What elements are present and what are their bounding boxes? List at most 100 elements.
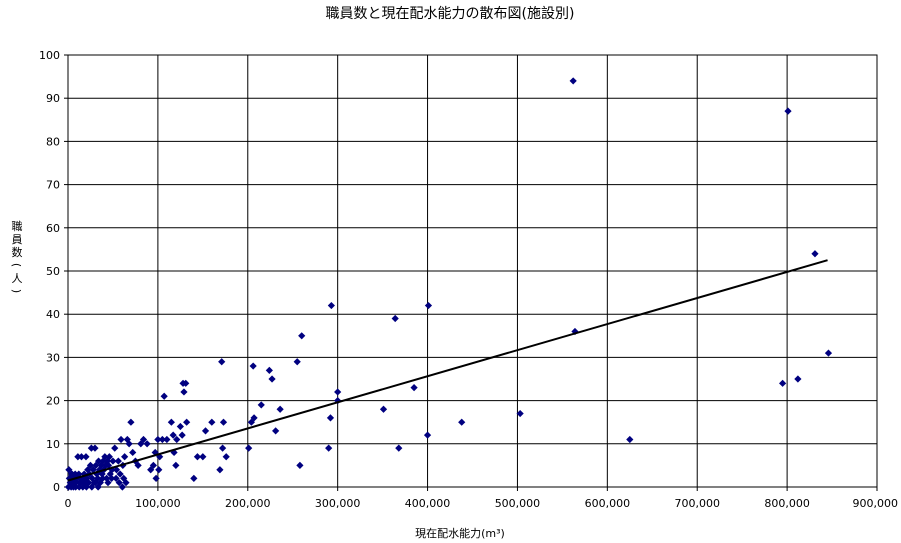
data-point	[94, 483, 102, 491]
data-point	[424, 301, 433, 310]
y-tick-label: 30	[46, 351, 60, 364]
data-point	[178, 431, 186, 439]
data-point	[516, 409, 524, 418]
data-point	[395, 444, 403, 452]
data-point	[121, 453, 129, 461]
x-tick-label: 600,000	[585, 497, 631, 510]
x-tick-label: 500,000	[495, 497, 541, 510]
data-point	[112, 474, 120, 482]
data-point	[95, 466, 104, 474]
data-point	[115, 479, 123, 487]
x-tick-label: 800,000	[764, 497, 810, 510]
data-point	[423, 431, 432, 439]
data-point	[169, 431, 177, 439]
x-tick-label: 400,000	[405, 497, 451, 510]
data-point	[219, 444, 227, 452]
data-point	[784, 107, 792, 115]
data-point	[86, 461, 95, 469]
data-point	[391, 314, 399, 323]
y-tick-label: 10	[46, 438, 60, 451]
y-tick-label: 0	[53, 481, 60, 494]
y-tick-label: 40	[46, 308, 60, 321]
data-point	[626, 435, 634, 444]
data-point	[137, 440, 145, 448]
data-point	[326, 414, 335, 422]
data-point	[111, 444, 119, 452]
data-point	[118, 483, 126, 491]
data-point	[334, 397, 342, 405]
data-point	[143, 440, 151, 448]
y-axis-title-char: 人	[12, 272, 23, 285]
data-point	[218, 358, 226, 366]
data-point	[779, 379, 787, 387]
y-tick-label: 50	[46, 265, 60, 278]
data-point	[107, 474, 116, 482]
y-axis-title-char: (	[10, 263, 23, 267]
data-point	[102, 461, 110, 469]
data-point	[173, 435, 181, 444]
data-point	[67, 483, 75, 491]
data-point	[458, 418, 466, 426]
data-point	[127, 418, 135, 426]
data-point	[87, 444, 95, 452]
trendline	[67, 259, 828, 482]
data-point	[160, 392, 168, 400]
data-point	[272, 427, 280, 435]
data-point	[179, 379, 187, 387]
data-point	[183, 418, 191, 426]
data-point	[65, 466, 73, 474]
x-tick-label: 700,000	[674, 497, 720, 510]
x-tick-label: 300,000	[315, 497, 361, 510]
data-point	[92, 461, 100, 469]
data-point	[68, 470, 76, 478]
data-point	[152, 474, 160, 482]
data-point	[158, 435, 166, 444]
data-point	[247, 418, 255, 426]
data-point	[163, 435, 171, 444]
data-point	[824, 349, 833, 357]
data-point	[410, 384, 418, 392]
data-point	[112, 466, 121, 474]
data-point	[334, 388, 342, 396]
data-point	[122, 479, 130, 487]
y-axis-title-char: )	[10, 289, 23, 293]
data-point	[149, 461, 157, 469]
y-axis-ticks: 0 10 20 30 40 50 60 70 80 90 100	[39, 49, 68, 494]
data-point	[93, 470, 101, 478]
data-points	[64, 77, 833, 491]
data-point	[154, 435, 162, 444]
y-axis-title: 職員数 (人)	[10, 220, 23, 293]
data-point	[94, 457, 103, 465]
data-point	[114, 457, 122, 465]
data-point	[156, 453, 164, 461]
data-point	[99, 457, 107, 465]
x-axis-title: 現在配水能力(m³)	[415, 526, 505, 540]
data-point	[74, 453, 82, 461]
y-axis-title-char: 員	[12, 233, 23, 246]
data-point	[327, 301, 335, 310]
y-tick-label: 20	[46, 395, 60, 408]
y-tick-label: 70	[46, 179, 60, 192]
y-axis-title-char: 数	[12, 246, 23, 259]
data-point	[88, 483, 96, 491]
data-point	[106, 470, 114, 478]
data-point	[120, 474, 128, 482]
data-point	[222, 453, 230, 461]
x-tick-label: 100,000	[135, 497, 181, 510]
data-point	[104, 479, 112, 487]
data-point	[123, 435, 131, 444]
data-point	[276, 405, 284, 413]
data-point	[82, 483, 91, 491]
x-axis-ticks: 0 100,000 200,000 300,000 400,000 500,000 600,…	[65, 487, 898, 510]
data-point	[103, 474, 111, 482]
data-point	[257, 401, 265, 409]
data-point	[176, 422, 184, 431]
data-point	[167, 418, 175, 426]
data-point	[108, 466, 116, 474]
data-point	[794, 375, 802, 383]
y-tick-label: 60	[46, 222, 60, 235]
data-point	[201, 427, 210, 435]
data-point	[379, 405, 388, 413]
data-point	[129, 448, 137, 457]
